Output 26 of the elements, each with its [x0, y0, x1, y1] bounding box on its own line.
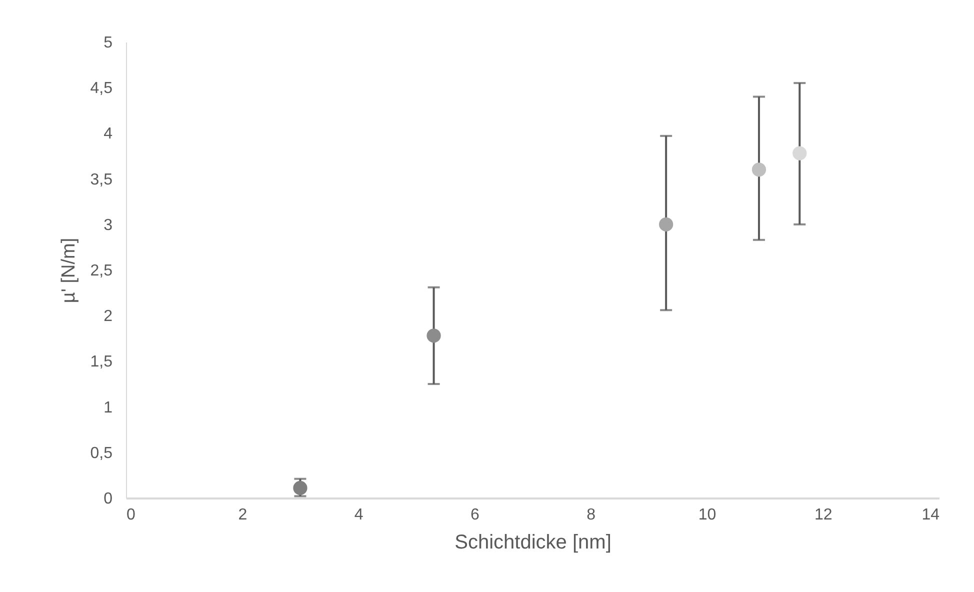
y-tick-label: 4: [104, 126, 113, 143]
x-tick-label: 0: [126, 506, 136, 524]
y-axis-title: µ' [N/m]: [58, 238, 80, 304]
y-tick-label: 3,5: [90, 171, 113, 188]
y-tick-label: 2: [104, 308, 113, 326]
y-tick-label: 1,5: [90, 354, 113, 371]
x-tick-label: 2: [238, 506, 248, 524]
point: [752, 162, 766, 177]
x-axis-title: Schichtdicke [nm]: [454, 532, 612, 554]
point: [792, 146, 807, 160]
y-tick-label: 0: [104, 490, 113, 508]
y-tick-label: 1: [104, 399, 113, 416]
y-tick-label: 4,5: [90, 80, 113, 98]
y-tick-label: 0,5: [90, 444, 113, 462]
x-tick-label: 12: [814, 506, 832, 524]
point: [426, 328, 441, 343]
y-tick-label: 5: [104, 34, 113, 52]
x-tick-label: 10: [698, 506, 716, 524]
y-tick-label: 2,5: [90, 262, 113, 280]
x-tick-label: 8: [586, 506, 596, 524]
x-tick-label: 6: [470, 506, 480, 524]
y-tick-label: 3: [104, 216, 113, 234]
point: [293, 480, 308, 496]
point: [658, 217, 674, 232]
x-tick-label: 14: [922, 506, 940, 524]
x-tick-label: 4: [354, 506, 364, 524]
